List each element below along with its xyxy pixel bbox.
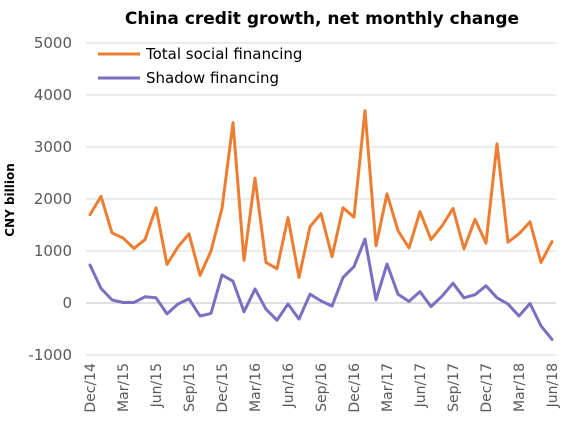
x-tick-label: Jun/18 xyxy=(545,363,561,408)
series-lines xyxy=(88,109,554,341)
x-tick-label: Mar/18 xyxy=(512,363,528,412)
x-tick-label: Dec/17 xyxy=(479,363,495,413)
y-tick-label: 5000 xyxy=(34,34,72,52)
x-tick-label: Sep/16 xyxy=(314,363,330,412)
legend: Total social financing Shadow financing xyxy=(98,45,302,87)
x-tick-label: Sep/15 xyxy=(182,363,198,412)
y-tick-label: 2000 xyxy=(34,190,72,208)
legend-label: Shadow financing xyxy=(146,69,279,87)
y-axis-ticks: -1000 0 1000 2000 3000 4000 5000 xyxy=(28,34,72,364)
y-tick-label: 3000 xyxy=(34,138,72,156)
y-tick-label: -1000 xyxy=(28,346,72,364)
y-tick-label: 1000 xyxy=(34,242,72,260)
gridlines xyxy=(86,42,556,356)
x-axis-ticks: Dec/14 Mar/15 Jun/15 Sep/15 Dec/15 Mar/16 Jun/… xyxy=(83,363,561,413)
series-line-shadow-financing xyxy=(88,237,554,341)
x-tick-label: Dec/15 xyxy=(215,363,231,413)
y-axis-label: CNY billion xyxy=(3,163,17,237)
x-tick-label: Dec/14 xyxy=(83,363,99,413)
x-tick-label: Jun/16 xyxy=(281,363,297,408)
x-tick-label: Sep/17 xyxy=(446,363,462,412)
chart-title: China credit growth, net monthly change xyxy=(125,9,519,29)
x-tick-label: Jun/17 xyxy=(413,363,429,408)
x-tick-label: Mar/16 xyxy=(248,363,264,412)
legend-label: Total social financing xyxy=(145,45,302,63)
y-tick-label: 4000 xyxy=(34,86,72,104)
x-tick-label: Mar/17 xyxy=(380,363,396,412)
x-tick-label: Jun/15 xyxy=(149,363,165,408)
x-tick-label: Dec/16 xyxy=(347,363,363,413)
y-tick-label: 0 xyxy=(62,294,72,312)
x-tick-label: Mar/15 xyxy=(116,363,132,412)
series-line-total-social-financing xyxy=(88,109,554,279)
